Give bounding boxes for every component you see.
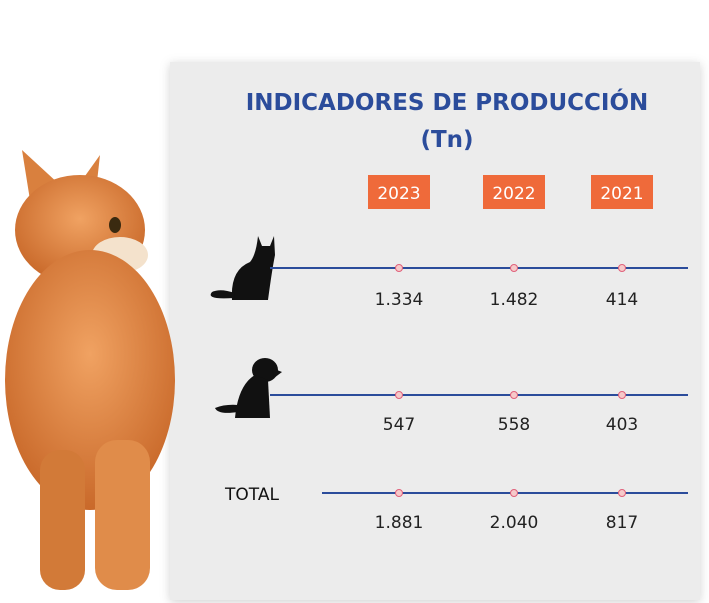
dot [395,489,403,497]
dot [618,264,626,272]
value: 403 [606,415,638,435]
cat-photo [5,150,175,590]
year: 2023 [377,184,420,204]
value: 547 [383,415,415,435]
dot [510,264,518,272]
year-badge [591,175,653,209]
value: 1.334 [375,290,424,310]
year-badge [483,175,545,209]
unit: (Tn) [420,127,473,153]
dog-icon [215,358,282,418]
value: 817 [606,513,638,533]
title: INDICADORES DE PRODUCCIÓN [246,88,649,116]
value: 558 [498,415,530,435]
row-label: TOTAL [224,485,279,505]
year-badge [368,175,430,209]
dot [395,391,403,399]
value: 414 [606,290,638,310]
dot [618,489,626,497]
value: 1.881 [375,513,424,533]
dot [618,391,626,399]
cat-icon [210,236,275,300]
dot [510,391,518,399]
panel [170,62,700,600]
value: 2.040 [490,513,539,533]
value: 1.482 [490,290,539,310]
dot [510,489,518,497]
year: 2022 [492,184,535,204]
dot [395,264,403,272]
year: 2021 [600,184,643,204]
